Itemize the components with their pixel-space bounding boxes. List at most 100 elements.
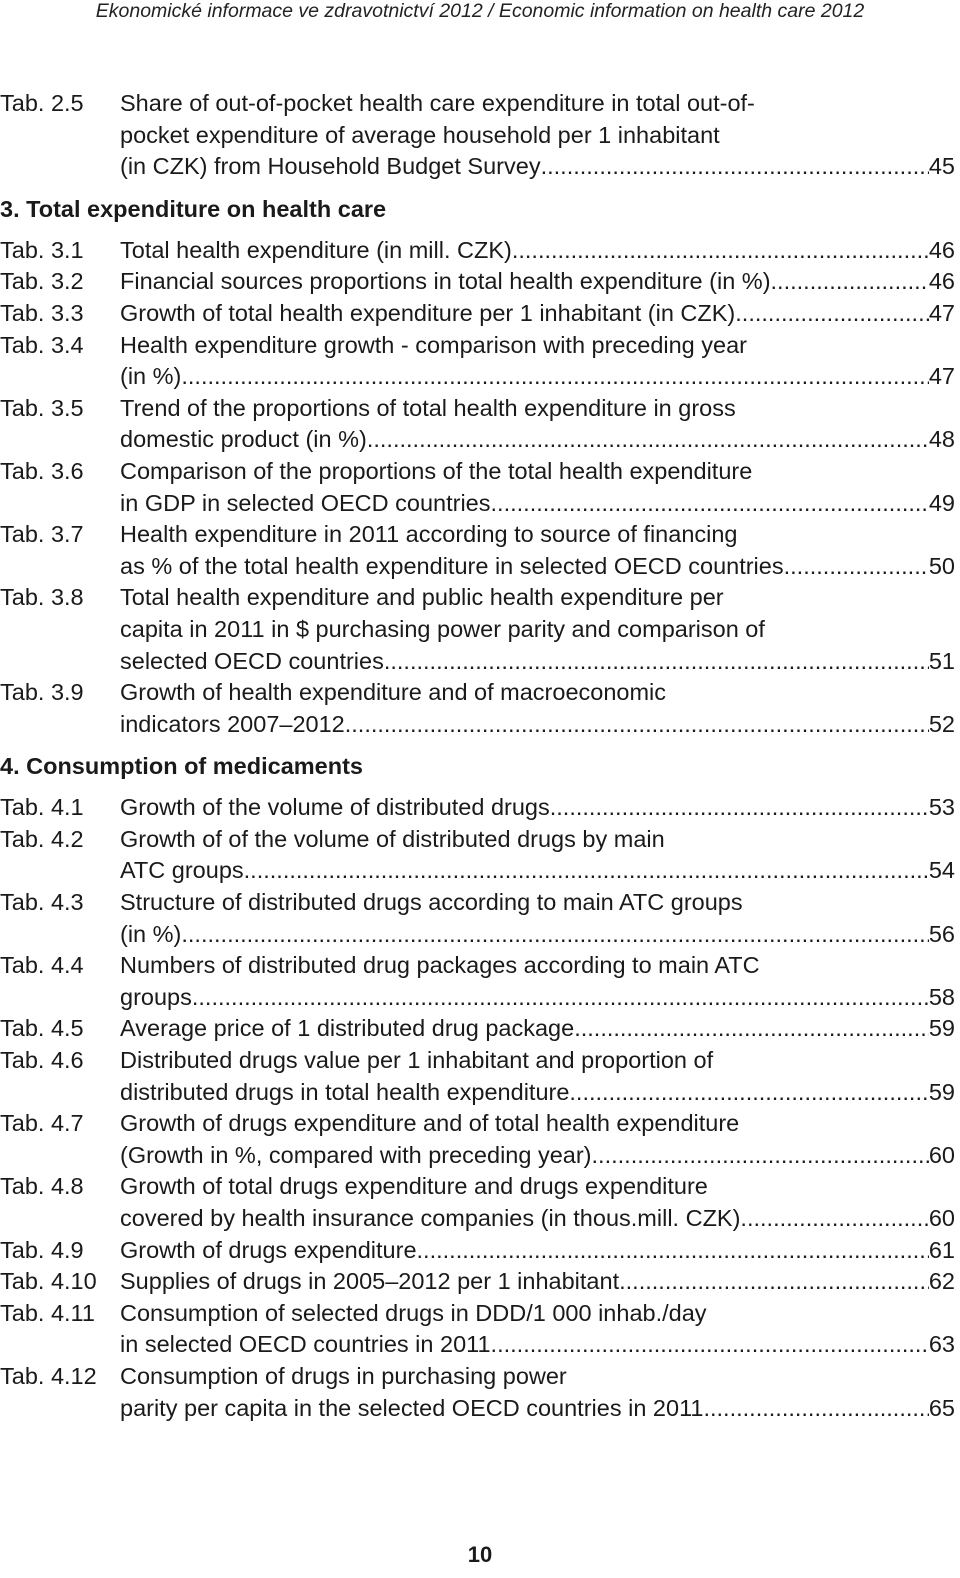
entry-title-line: ATC groups xyxy=(120,857,244,884)
entry-title: Total health expenditure and public heal… xyxy=(120,582,955,677)
table-number: Tab. 4.4 xyxy=(0,952,84,979)
entry-title: Average price of 1 distributed drug pack… xyxy=(120,1013,955,1045)
entry-title-line: Health expenditure growth - comparison w… xyxy=(120,331,747,358)
page-reference: 54 xyxy=(928,857,955,884)
entry-title-line: Growth of total drugs expenditure and dr… xyxy=(120,1173,708,1200)
entry-title-line: (in CZK) from Household Budget Survey xyxy=(120,153,541,180)
table-number: Tab. 4.11 xyxy=(0,1299,95,1326)
toc-entry: Tab. 3.5 Trend of the proportions of tota… xyxy=(0,393,955,456)
toc-entry: Tab. 3.7 Health expenditure in 2011 accor… xyxy=(0,519,955,582)
entry-title-line: in GDP in selected OECD countries xyxy=(120,489,491,516)
table-number: Tab. 4.12 xyxy=(0,1362,97,1389)
dot-leader xyxy=(181,361,928,393)
table-number: Tab. 4.7 xyxy=(0,1110,84,1137)
dot-leader xyxy=(181,919,928,951)
page-reference: 46 xyxy=(928,236,955,263)
page-reference: 61 xyxy=(928,1236,955,1263)
table-number: Tab. 3.5 xyxy=(0,394,84,421)
page-reference: 50 xyxy=(928,552,955,579)
dot-leader xyxy=(619,1266,929,1298)
entry-title-line: pocket expenditure of average household … xyxy=(120,121,720,148)
table-number: Tab. 3.1 xyxy=(0,236,84,263)
page-reference: 53 xyxy=(928,794,955,821)
toc-entry: Tab. 3.1 Total health expenditure (in mil… xyxy=(0,235,955,267)
page-reference: 65 xyxy=(928,1394,955,1421)
dot-leader xyxy=(417,1235,929,1267)
running-header: Ekonomické informace ve zdravotnictví 20… xyxy=(95,0,865,22)
entry-title-line: Structure of distributed drugs according… xyxy=(120,889,743,916)
toc-entry: Tab. 4.10 Supplies of drugs in 2005–2012 … xyxy=(0,1266,955,1298)
toc-entry: Tab. 4.11 Consumption of selected drugs i… xyxy=(0,1298,955,1361)
page-reference: 49 xyxy=(928,489,955,516)
page-reference: 52 xyxy=(928,710,955,737)
page-reference: 59 xyxy=(928,1015,955,1042)
section-heading: 3. Total expenditure on health care xyxy=(0,195,387,222)
toc-entry: Tab. 3.6 Comparison of the proportions of… xyxy=(0,456,955,519)
entry-title: Growth of total health expenditure per 1… xyxy=(120,298,955,330)
table-number: Tab. 4.10 xyxy=(0,1268,97,1295)
entry-title-line: as % of the total health expenditure in … xyxy=(120,552,784,579)
entry-title-line: domestic product (in %) xyxy=(120,426,367,453)
page-number: 10 xyxy=(467,1542,493,1567)
toc-entry: Tab. 4.3 Structure of distributed drugs a… xyxy=(0,887,955,950)
entry-title-line: Supplies of drugs in 2005–2012 per 1 inh… xyxy=(120,1268,620,1295)
toc-entry: Tab. 4.8 Growth of total drugs expenditur… xyxy=(0,1171,955,1234)
entry-title-line: Total health expenditure (in mill. CZK) xyxy=(120,236,512,263)
page-reference: 47 xyxy=(928,299,955,326)
entry-title-line: Health expenditure in 2011 according to … xyxy=(120,521,738,548)
dot-leader xyxy=(345,709,929,741)
entry-title: Comparison of the proportions of the tot… xyxy=(120,456,955,519)
page-reference: 56 xyxy=(928,920,955,947)
table-number: Tab. 3.3 xyxy=(0,299,84,326)
entry-title-line: covered by health insurance companies (i… xyxy=(120,1205,741,1231)
entry-title-line: Numbers of distributed drug packages acc… xyxy=(120,952,760,979)
dot-leader xyxy=(740,1203,928,1235)
entry-title: Supplies of drugs in 2005–2012 per 1 inh… xyxy=(120,1266,955,1298)
page-reference: 58 xyxy=(928,983,955,1010)
entry-title-line: Share of out-of-pocket health care expen… xyxy=(120,90,755,116)
table-number: Tab. 4.5 xyxy=(0,1015,84,1042)
dot-leader xyxy=(512,235,929,267)
entry-title-line: Total health expenditure and public heal… xyxy=(120,584,724,611)
toc-entry: Tab. 4.2 Growth of of the volume of distr… xyxy=(0,824,955,887)
entry-title: Distributed drugs value per 1 inhabitant… xyxy=(120,1045,955,1108)
dot-leader xyxy=(192,982,929,1014)
entry-title-line: Average price of 1 distributed drug pack… xyxy=(120,1015,575,1042)
dot-leader xyxy=(592,1140,929,1172)
page-reference: 46 xyxy=(928,268,955,295)
entry-title-line: Distributed drugs value per 1 inhabitant… xyxy=(120,1047,714,1074)
page-reference: 47 xyxy=(928,363,955,390)
dot-leader xyxy=(735,298,929,330)
entry-title-line: Trend of the proportions of total health… xyxy=(120,394,736,421)
entry-title-line: parity per capita in the selected OECD c… xyxy=(120,1394,704,1421)
entry-title-line: capita in 2011 in $ purchasing power par… xyxy=(120,615,765,642)
entry-title: Growth of of the volume of distributed d… xyxy=(120,824,955,887)
table-number: Tab. 4.2 xyxy=(0,825,84,852)
entry-title: Consumption of selected drugs in DDD/1 0… xyxy=(120,1298,955,1361)
table-number: Tab. 3.4 xyxy=(0,331,84,358)
entry-title-line: Growth of the volume of distributed drug… xyxy=(120,794,550,821)
entry-title-line: groups xyxy=(120,983,192,1010)
entry-title-line: (Growth in %, compared with preceding ye… xyxy=(120,1141,592,1168)
table-number: Tab. 2.5 xyxy=(0,90,84,116)
entry-title: Share of out-of-pocket health care expen… xyxy=(120,88,955,183)
entry-title: Financial sources proportions in total h… xyxy=(120,266,955,298)
entry-title-line: Consumption of selected drugs in DDD/1 0… xyxy=(120,1299,707,1326)
dot-leader xyxy=(384,646,929,678)
section-heading: 4. Consumption of medicaments xyxy=(0,753,363,780)
entry-title: Trend of the proportions of total health… xyxy=(120,393,955,456)
dot-leader xyxy=(569,1077,928,1109)
toc-entry: Tab. 3.3 Growth of total health expenditu… xyxy=(0,298,955,330)
table-number: Tab. 3.9 xyxy=(0,679,84,706)
toc-entry: Tab. 4.1 Growth of the volume of distribu… xyxy=(0,792,955,824)
table-number: Tab. 3.8 xyxy=(0,584,84,611)
table-number: Tab. 4.3 xyxy=(0,889,84,916)
dot-leader xyxy=(367,424,929,456)
dot-leader xyxy=(771,266,929,298)
page-reference: 51 xyxy=(928,647,955,674)
entry-title-line: Growth of of the volume of distributed d… xyxy=(120,825,665,852)
table-number: Tab. 3.6 xyxy=(0,457,84,484)
toc-entry: Tab. 3.8 Total health expenditure and pub… xyxy=(0,582,955,677)
page-reference: 48 xyxy=(928,426,955,453)
entry-title-line: Growth of health expenditure and of macr… xyxy=(120,679,667,706)
